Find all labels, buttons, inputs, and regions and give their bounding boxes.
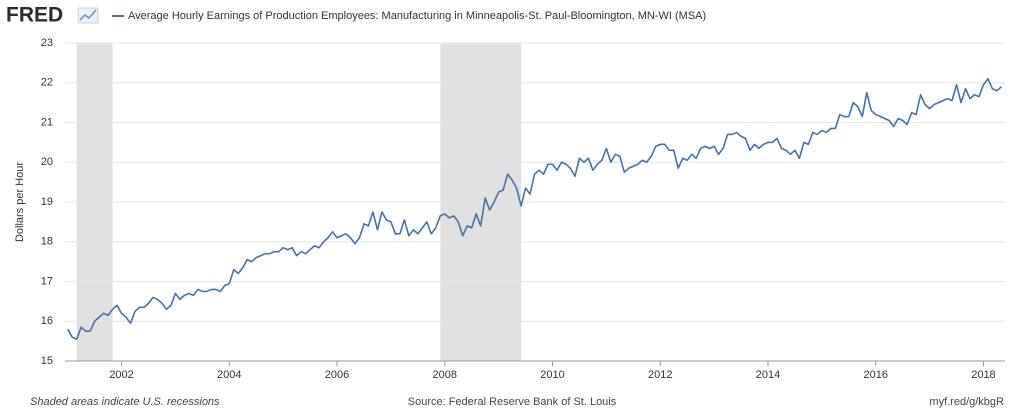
x-tick-label: 2016	[863, 369, 887, 381]
footer-link: myf.red/g/kbgR	[929, 396, 1004, 408]
footer-note: Shaded areas indicate U.S. recessions	[30, 396, 220, 408]
legend-label: Average Hourly Earnings of Production Em…	[128, 10, 706, 22]
y-axis-label: Dollars per Hour	[14, 162, 26, 242]
plot-area: 15 16 17 18 19 20 21 22 23 2002 2004 2006 2008 2010 20…	[41, 37, 1005, 381]
x-tick-label: 2010	[540, 369, 564, 381]
logo: FRED	[6, 4, 63, 27]
series-line	[66, 77, 1002, 340]
x-tick-label: 2008	[433, 369, 457, 381]
y-tick-label: 22	[41, 77, 53, 89]
x-tick-label: 2004	[217, 369, 241, 381]
footer-source: Source: Federal Reserve Bank of St. Loui…	[408, 396, 617, 408]
y-tick-label: 21	[41, 116, 53, 128]
logo-icon	[77, 7, 99, 24]
y-tick-label: 18	[41, 236, 53, 248]
y-tick-label: 20	[41, 156, 53, 168]
y-tick-label: 17	[41, 275, 53, 287]
x-tick-label: 2018	[971, 369, 995, 381]
x-tick-label: 2002	[109, 369, 133, 381]
y-tick-label: 23	[41, 37, 53, 49]
x-tick-label: 2012	[648, 369, 672, 381]
x-tick-label: 2006	[325, 369, 349, 381]
y-tick-label: 16	[41, 315, 53, 327]
y-tick-label: 19	[41, 196, 53, 208]
x-tick-label: 2014	[756, 369, 780, 381]
y-tick-label: 15	[41, 355, 53, 367]
